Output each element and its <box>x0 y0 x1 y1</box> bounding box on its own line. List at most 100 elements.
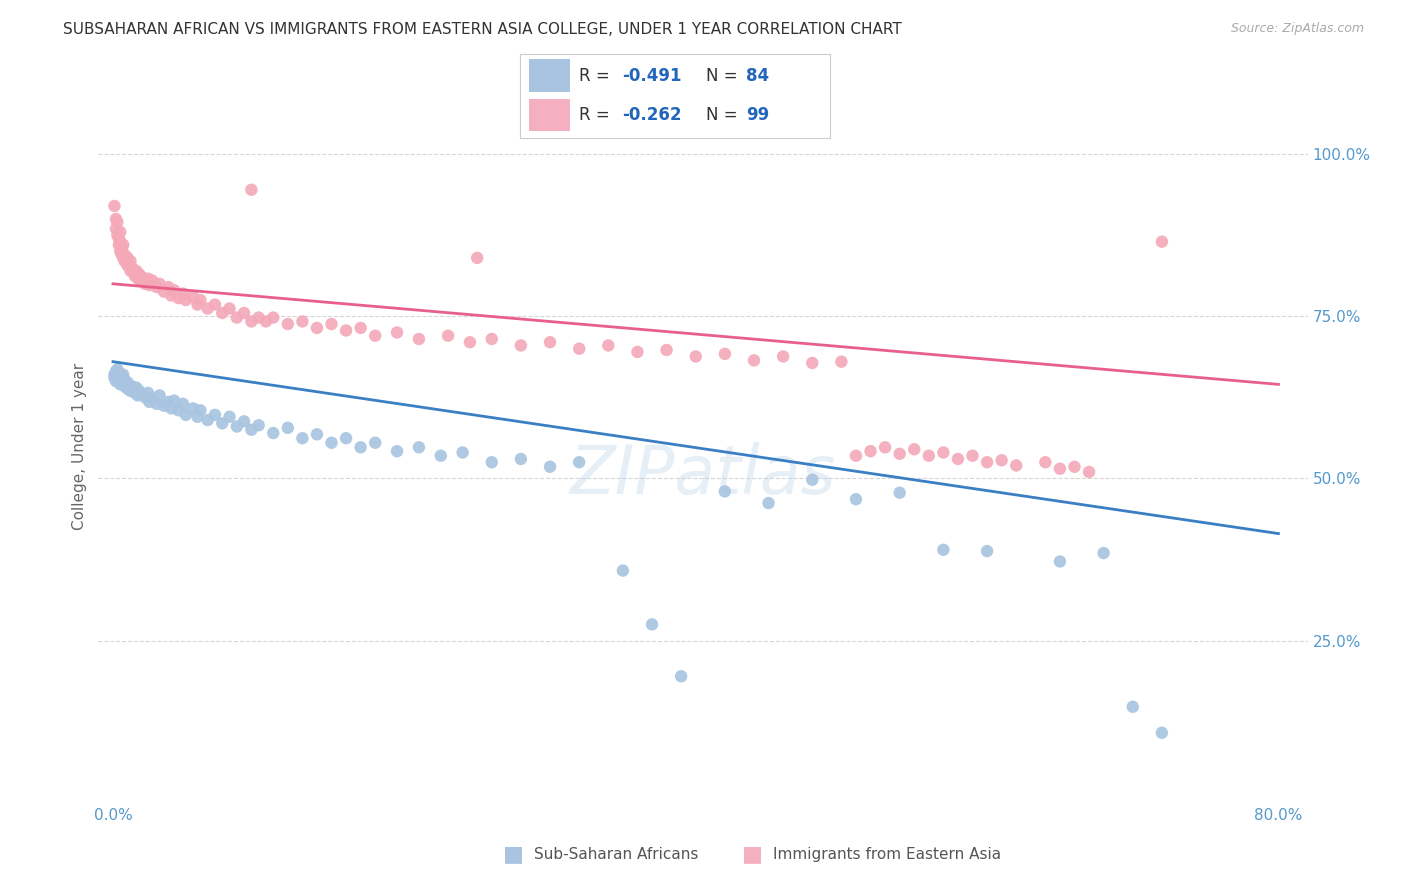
Point <box>118 381 141 395</box>
Point <box>149 277 172 291</box>
Y-axis label: College, Under 1 year: College, Under 1 year <box>72 362 87 530</box>
Point <box>254 314 277 328</box>
Point <box>903 442 925 457</box>
Point <box>1150 725 1173 739</box>
Point <box>108 371 131 385</box>
Point <box>138 395 160 409</box>
Point <box>117 382 139 396</box>
Text: -0.262: -0.262 <box>623 106 682 124</box>
Point <box>1049 554 1071 568</box>
Point <box>117 259 139 273</box>
Point <box>127 388 149 402</box>
Point <box>1092 546 1115 560</box>
Point <box>174 408 197 422</box>
Point <box>131 270 153 285</box>
Point <box>163 283 186 297</box>
Point <box>889 485 911 500</box>
Text: ZIPatlas: ZIPatlas <box>569 442 837 508</box>
Point <box>262 425 284 440</box>
Point <box>277 421 299 435</box>
Point <box>598 338 620 352</box>
Point <box>108 231 131 245</box>
Point <box>105 368 128 382</box>
Point <box>120 264 142 278</box>
Text: Immigrants from Eastern Asia: Immigrants from Eastern Asia <box>773 847 1001 862</box>
Point <box>120 254 142 268</box>
Point <box>669 669 692 683</box>
Point <box>247 310 270 325</box>
Point <box>120 384 142 398</box>
Point <box>124 268 146 283</box>
Point <box>108 376 131 390</box>
Point <box>128 384 150 398</box>
Point <box>134 277 156 291</box>
Point <box>112 251 135 265</box>
Point <box>801 356 824 370</box>
Point <box>1049 461 1071 475</box>
Point <box>105 373 128 387</box>
Point <box>714 484 737 499</box>
Text: -0.491: -0.491 <box>623 67 682 85</box>
Point <box>509 338 531 352</box>
Point <box>129 274 152 288</box>
Point <box>990 453 1012 467</box>
Point <box>305 427 328 442</box>
Point <box>114 247 136 261</box>
Point <box>364 435 387 450</box>
Point <box>946 452 969 467</box>
Point <box>112 368 135 382</box>
Point <box>568 342 591 356</box>
Point <box>138 278 160 293</box>
Point <box>186 409 208 424</box>
Text: Sub-Saharan Africans: Sub-Saharan Africans <box>534 847 699 862</box>
Point <box>932 445 955 459</box>
Text: Source: ZipAtlas.com: Source: ZipAtlas.com <box>1230 22 1364 36</box>
Point <box>117 376 139 390</box>
Point <box>134 390 156 404</box>
Point <box>104 364 127 378</box>
Point <box>204 297 226 311</box>
Point <box>112 374 135 388</box>
Point <box>262 310 284 325</box>
Point <box>110 244 132 259</box>
Point <box>115 252 138 267</box>
Point <box>110 225 132 239</box>
Point <box>976 544 998 558</box>
Point <box>408 440 430 454</box>
Point <box>104 221 127 235</box>
Point <box>125 264 148 278</box>
Text: N =: N = <box>706 106 742 124</box>
Point <box>112 238 135 252</box>
Point <box>211 306 233 320</box>
Point <box>538 459 561 474</box>
Point <box>136 385 159 400</box>
Point <box>655 343 678 357</box>
Point <box>136 271 159 285</box>
Point <box>124 385 146 400</box>
Point <box>110 373 132 387</box>
Point <box>104 211 127 226</box>
Text: R =: R = <box>579 106 614 124</box>
Point <box>108 238 131 252</box>
Point <box>335 431 357 445</box>
Point <box>105 228 128 243</box>
Point <box>626 345 648 359</box>
Point <box>758 496 780 510</box>
Point <box>437 328 460 343</box>
Point <box>240 183 263 197</box>
Point <box>111 368 134 383</box>
Point <box>1122 699 1144 714</box>
Point <box>186 297 208 311</box>
Point <box>160 288 183 302</box>
Point <box>465 251 488 265</box>
Point <box>149 388 172 402</box>
Point <box>163 393 186 408</box>
Point <box>612 564 634 578</box>
Point <box>225 310 247 325</box>
Point <box>364 328 387 343</box>
Point <box>190 403 212 417</box>
Point <box>918 449 941 463</box>
Point <box>801 473 824 487</box>
Point <box>125 381 148 395</box>
Point <box>145 280 167 294</box>
